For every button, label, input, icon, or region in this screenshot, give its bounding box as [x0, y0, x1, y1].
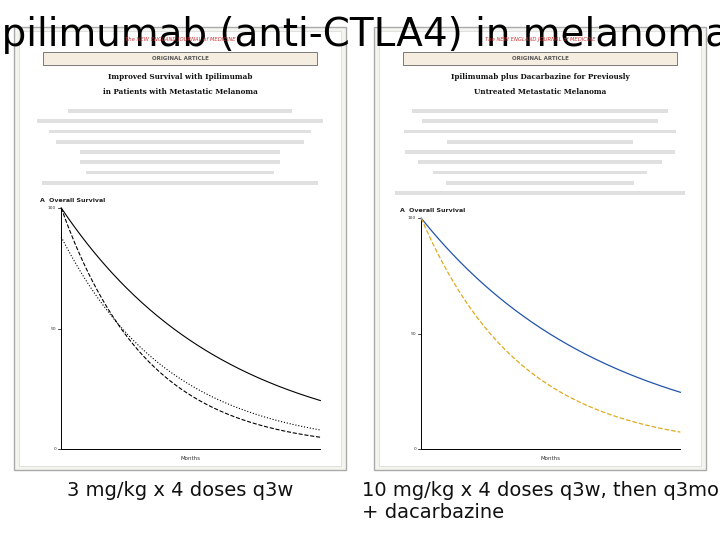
- Text: The NEW ENGLAND JOURNAL of MEDICINE: The NEW ENGLAND JOURNAL of MEDICINE: [485, 37, 595, 42]
- FancyBboxPatch shape: [42, 181, 318, 185]
- Text: Months: Months: [541, 456, 561, 461]
- Text: 0: 0: [413, 447, 416, 451]
- Text: ORIGINAL ARTICLE: ORIGINAL ARTICLE: [512, 56, 568, 61]
- FancyBboxPatch shape: [86, 171, 274, 174]
- FancyBboxPatch shape: [374, 27, 706, 470]
- Text: 0: 0: [53, 447, 56, 451]
- Text: in Patients with Metastatic Melanoma: in Patients with Metastatic Melanoma: [102, 88, 258, 96]
- FancyBboxPatch shape: [19, 31, 341, 466]
- FancyBboxPatch shape: [446, 181, 634, 185]
- FancyBboxPatch shape: [56, 140, 304, 144]
- Text: 100: 100: [408, 216, 416, 220]
- Text: A  Overall Survival: A Overall Survival: [40, 198, 105, 203]
- FancyBboxPatch shape: [37, 119, 323, 123]
- FancyBboxPatch shape: [433, 171, 647, 174]
- Text: 100: 100: [48, 206, 56, 210]
- FancyBboxPatch shape: [81, 150, 279, 154]
- FancyBboxPatch shape: [43, 52, 317, 65]
- Text: 50: 50: [50, 327, 56, 330]
- FancyBboxPatch shape: [379, 31, 701, 466]
- FancyBboxPatch shape: [395, 191, 685, 195]
- Text: The NEW ENGLAND JOURNAL of MEDICINE: The NEW ENGLAND JOURNAL of MEDICINE: [125, 37, 235, 42]
- FancyBboxPatch shape: [447, 140, 633, 144]
- Text: 3 mg/kg x 4 doses q3w: 3 mg/kg x 4 doses q3w: [67, 481, 293, 500]
- Text: 50: 50: [410, 332, 416, 336]
- FancyBboxPatch shape: [403, 52, 677, 65]
- FancyBboxPatch shape: [422, 119, 658, 123]
- FancyBboxPatch shape: [412, 109, 668, 113]
- Text: Ipilimumab (anti-CTLA4) in melanoma: Ipilimumab (anti-CTLA4) in melanoma: [0, 16, 720, 54]
- FancyBboxPatch shape: [68, 109, 292, 113]
- FancyBboxPatch shape: [49, 130, 311, 133]
- FancyBboxPatch shape: [14, 27, 346, 470]
- Text: 10 mg/kg x 4 doses q3w, then q3mo
+ dacarbazine: 10 mg/kg x 4 doses q3w, then q3mo + daca…: [361, 481, 719, 522]
- FancyBboxPatch shape: [405, 150, 675, 154]
- Text: A  Overall Survival: A Overall Survival: [400, 208, 465, 213]
- FancyBboxPatch shape: [418, 160, 662, 164]
- Text: ORIGINAL ARTICLE: ORIGINAL ARTICLE: [152, 56, 208, 61]
- Text: Improved Survival with Ipilimumab: Improved Survival with Ipilimumab: [108, 73, 252, 81]
- FancyBboxPatch shape: [404, 130, 676, 133]
- FancyBboxPatch shape: [81, 160, 279, 164]
- Text: Months: Months: [181, 456, 201, 461]
- Text: Untreated Metastatic Melanoma: Untreated Metastatic Melanoma: [474, 88, 606, 96]
- Text: Ipilimumab plus Dacarbazine for Previously: Ipilimumab plus Dacarbazine for Previous…: [451, 73, 629, 81]
